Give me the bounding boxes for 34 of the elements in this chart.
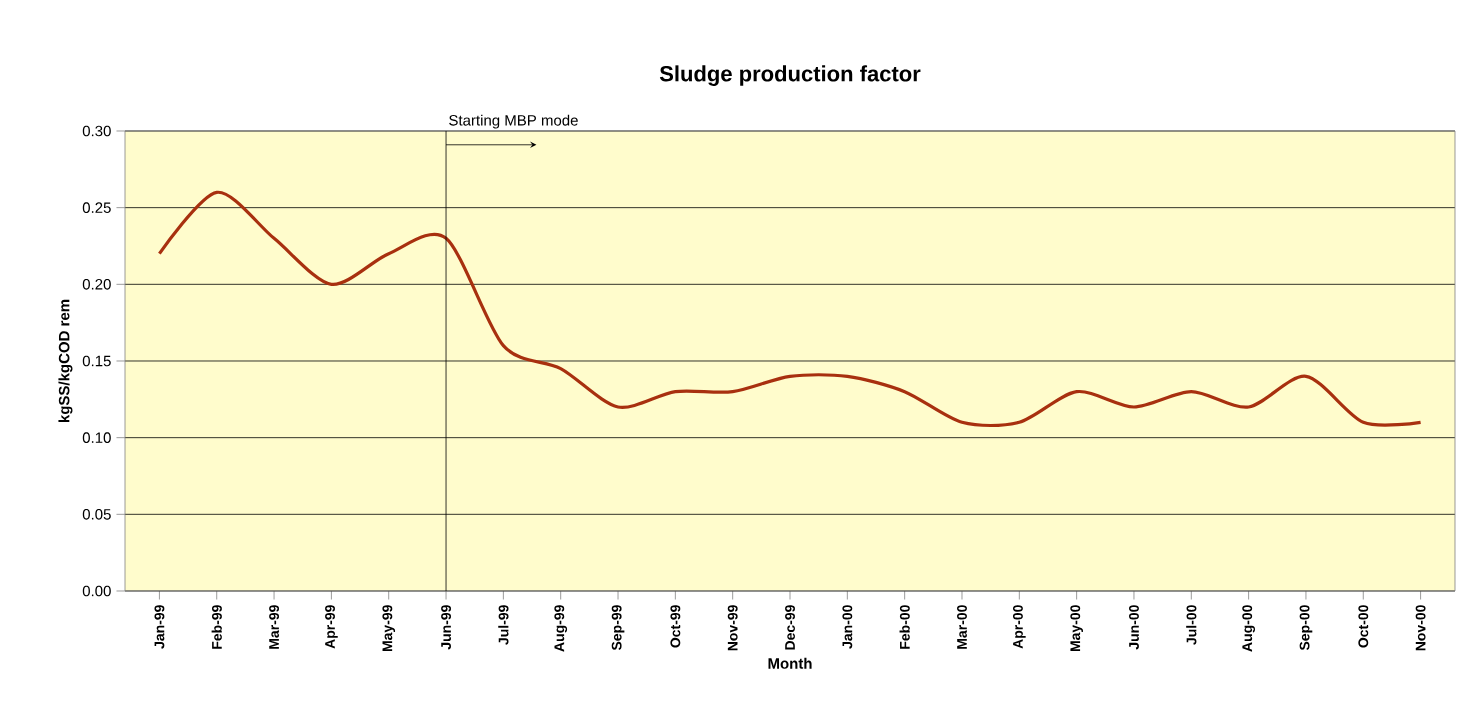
x-tick-label: Feb-00 bbox=[899, 605, 910, 649]
y-tick-label: 0.05 bbox=[82, 509, 111, 520]
x-tick-label: Sep-99 bbox=[611, 605, 625, 651]
x-tick-label: Nov-99 bbox=[727, 605, 738, 651]
x-tick-label: May-00 bbox=[1070, 605, 1083, 652]
x-tick-label: Nov-00 bbox=[1415, 605, 1426, 651]
x-tick-label: Jan-00 bbox=[842, 605, 853, 649]
x-tick-label: Jul-00 bbox=[1186, 605, 1197, 645]
x-tick-label: Jan-99 bbox=[154, 605, 165, 649]
y-tick-label: 0.25 bbox=[82, 202, 111, 213]
x-tick-label: Apr-99 bbox=[325, 605, 338, 649]
y-tick-label: 0.20 bbox=[82, 279, 111, 290]
x-tick-label: Apr-00 bbox=[1013, 605, 1026, 649]
ref-line-label: Starting MBP mode bbox=[449, 114, 578, 129]
x-tick-label: Aug-99 bbox=[554, 605, 568, 652]
x-tick-label: Jun-99 bbox=[441, 605, 451, 650]
x-tick-label: Feb-99 bbox=[211, 605, 222, 649]
y-tick-label: 0.00 bbox=[82, 585, 111, 597]
x-tick-label: Dec-99 bbox=[785, 605, 795, 650]
y-tick-label: 0.15 bbox=[82, 355, 111, 367]
x-tick-label: May-99 bbox=[382, 605, 396, 652]
y-axis-title: kgSS/kgCOD rem bbox=[58, 299, 73, 423]
x-tick-label: Mar-00 bbox=[957, 605, 967, 649]
x-tick-label: Sep-00 bbox=[1299, 605, 1313, 651]
x-axis-title: Month bbox=[768, 657, 812, 669]
x-tick-label: Oct-99 bbox=[670, 605, 681, 648]
x-tick-label: Oct-00 bbox=[1358, 605, 1369, 648]
x-tick-label: Jul-99 bbox=[498, 605, 509, 645]
x-tick-label: Aug-00 bbox=[1242, 605, 1256, 652]
y-tick-label: 0.30 bbox=[82, 125, 111, 137]
chart-title: Sludge production factor bbox=[659, 65, 921, 86]
y-tick-label: 0.10 bbox=[82, 432, 111, 443]
x-tick-label: Mar-99 bbox=[269, 605, 280, 649]
x-tick-label: Jun-00 bbox=[1129, 605, 1139, 650]
